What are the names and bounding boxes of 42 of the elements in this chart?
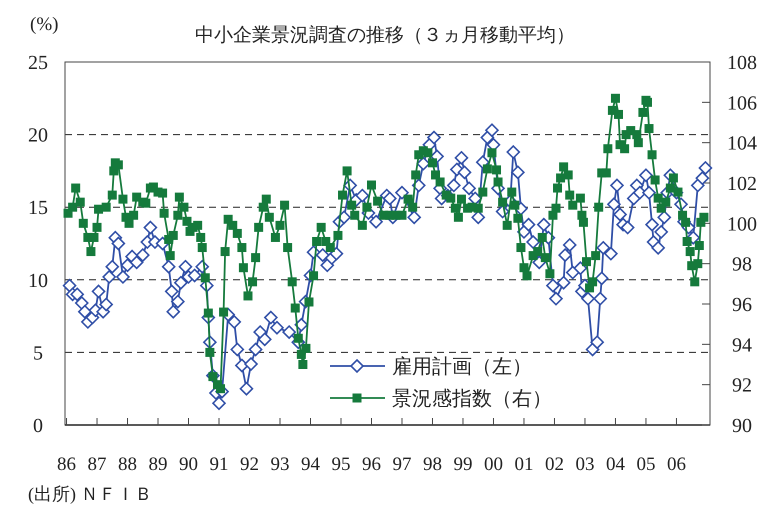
x-tick-label: 02 xyxy=(544,454,564,475)
y2-tick-label: 94 xyxy=(732,334,752,356)
x-tick-label: 94 xyxy=(300,454,320,475)
y-tick-label: 0 xyxy=(33,415,43,437)
y2-tick-label: 100 xyxy=(727,213,757,236)
y-axis-title: (%) xyxy=(30,14,58,35)
x-tick-label: 03 xyxy=(575,454,594,475)
y2-tick-label: 92 xyxy=(732,374,752,397)
y-tick-label: 5 xyxy=(33,342,43,364)
x-tick-label: 95 xyxy=(331,454,350,475)
x-tick-label: 01 xyxy=(514,454,534,475)
x-tick-label: 89 xyxy=(148,454,168,475)
y2-tick-label: 96 xyxy=(732,294,752,316)
x-tick-label: 04 xyxy=(606,454,626,475)
y-tick-label: 10 xyxy=(28,270,48,292)
y2-tick-label: 104 xyxy=(727,132,757,155)
x-tick-label: 00 xyxy=(484,454,503,475)
text: (出所) ＮＦＩＢ xyxy=(28,484,152,504)
x-tick-label: 98 xyxy=(422,454,442,475)
y2-tick-label: 98 xyxy=(732,254,752,276)
x-tick-label: 97 xyxy=(392,454,412,475)
y2-tick-label: 102 xyxy=(727,173,757,195)
y-tick-label: 25 xyxy=(28,52,48,74)
x-tick-label: 87 xyxy=(88,454,107,475)
x-tick-label: 86 xyxy=(57,454,76,475)
x-tick-label: 90 xyxy=(179,454,198,475)
x-tick-label: 99 xyxy=(453,454,472,475)
x-tick-label: 96 xyxy=(362,454,381,475)
y2-tick-label: 106 xyxy=(727,92,757,114)
y-tick-label: 20 xyxy=(28,124,48,147)
y-tick-label: 15 xyxy=(28,197,48,220)
chart-title: 中小企業景況調査の推移（３ヵ月移動平均） xyxy=(195,25,575,46)
x-tick-label: 91 xyxy=(210,454,229,475)
x-tick-label: 88 xyxy=(118,454,138,475)
y2-tick-label: 108 xyxy=(727,52,757,74)
x-tick-label: 06 xyxy=(666,454,686,475)
y2-tick-label: 90 xyxy=(732,415,752,437)
x-tick-label: 93 xyxy=(270,454,290,475)
x-tick-label: 05 xyxy=(636,454,656,475)
legend-label: 景況感指数（右） xyxy=(392,388,552,410)
legend-label: 雇用計画（左） xyxy=(392,356,532,378)
x-tick-label: 92 xyxy=(240,454,260,475)
